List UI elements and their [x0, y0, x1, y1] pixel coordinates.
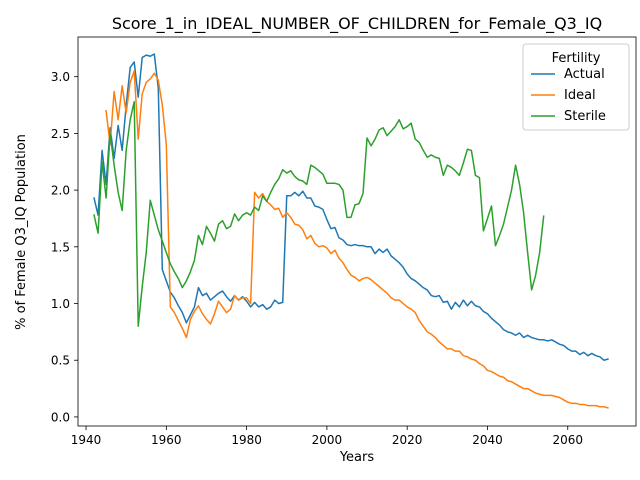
- legend: Fertility Actual Ideal Sterile: [522, 43, 630, 131]
- series-line-actual: [93, 53, 609, 361]
- legend-label-ideal: Ideal: [564, 88, 596, 103]
- legend-title: Fertility: [552, 51, 601, 66]
- x-tick-label: 2020: [392, 433, 423, 447]
- y-tick-label: 0.5: [51, 354, 70, 368]
- plot-frame: [77, 36, 637, 427]
- y-tick-label: 3.0: [51, 70, 70, 84]
- chart-title: Score_1_in_IDEAL_NUMBER_OF_CHILDREN_for_…: [112, 14, 602, 34]
- y-axis: 0.0 0.5 1.0 1.5 2.0 2.5 3.0: [51, 70, 78, 424]
- x-tick-label: 2000: [312, 433, 343, 447]
- x-tick-label: 1940: [71, 433, 102, 447]
- x-tick-label: 1980: [231, 433, 262, 447]
- series-layer: [93, 53, 609, 409]
- y-tick-label: 1.5: [51, 240, 70, 254]
- legend-label-actual: Actual: [564, 67, 605, 82]
- x-axis: 1940 1960 1980 2000 2020 2040 2060: [71, 426, 583, 447]
- x-tick-label: 2040: [472, 433, 503, 447]
- x-axis-label: Years: [339, 450, 375, 465]
- x-tick-label: 1960: [151, 433, 182, 447]
- legend-label-sterile: Sterile: [564, 109, 606, 124]
- y-tick-label: 0.0: [51, 410, 70, 424]
- x-tick-label: 2060: [552, 433, 583, 447]
- legend-entries: Actual Ideal Sterile: [531, 67, 606, 124]
- y-axis-label: % of Female Q3_IQ Population: [14, 134, 29, 330]
- series-line-ideal: [105, 70, 609, 409]
- y-tick-label: 2.5: [51, 127, 70, 141]
- y-tick-label: 1.0: [51, 297, 70, 311]
- legend-box: [522, 43, 630, 131]
- series-line-sterile: [93, 100, 545, 327]
- y-tick-label: 2.0: [51, 184, 70, 198]
